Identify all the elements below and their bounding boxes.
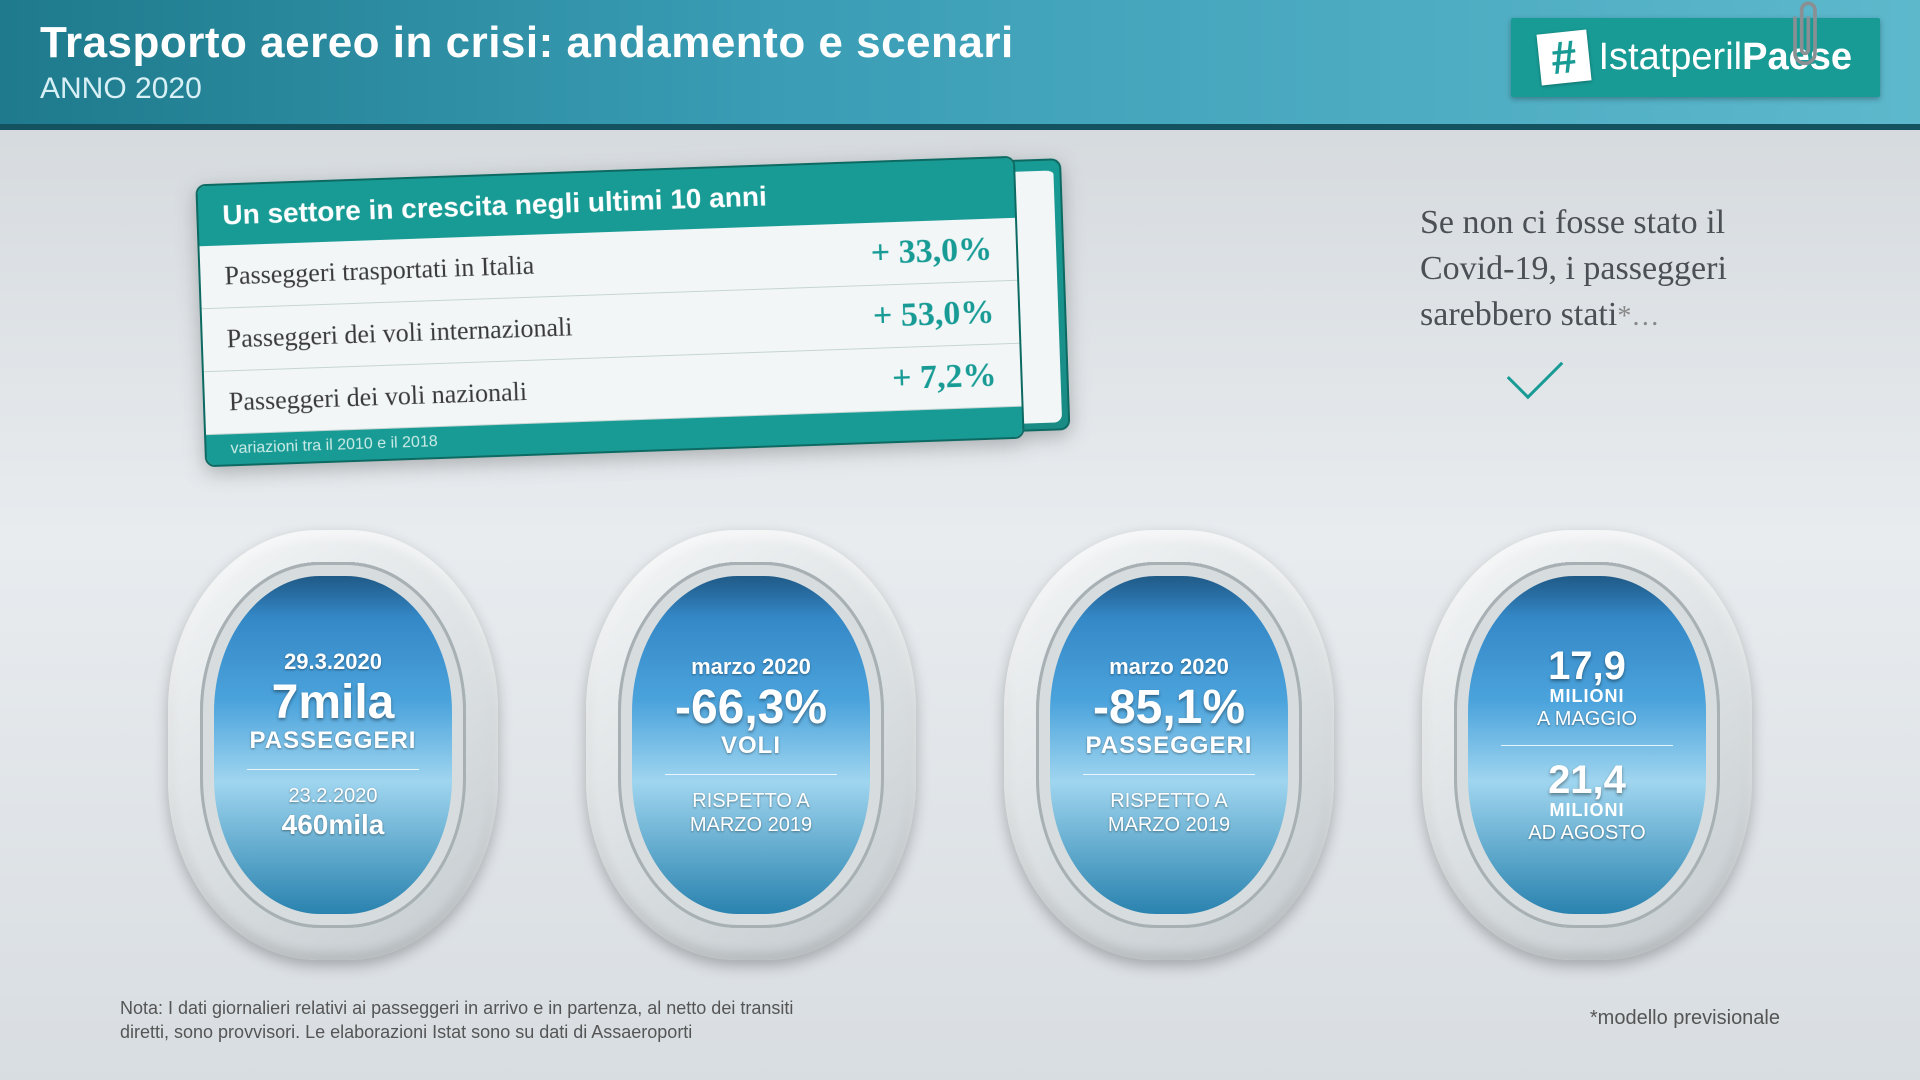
- divider: [247, 769, 418, 770]
- window-compare-text: RISPETTO A MARZO 2019: [1108, 789, 1230, 837]
- window-compare-value: 460mila: [282, 808, 385, 842]
- window-label: PASSEGGERI: [1086, 732, 1253, 760]
- window-label: PASSEGGERI: [250, 727, 417, 755]
- hash-icon: #: [1536, 30, 1591, 86]
- window-date: marzo 2020: [1109, 654, 1229, 680]
- window-big-value: -85,1%: [1093, 684, 1245, 732]
- ticket-row-value: + 33,0%: [870, 231, 993, 273]
- window-label: VOLI: [721, 732, 781, 760]
- ticket-row-label: Passeggeri dei voli internazionali: [226, 312, 573, 354]
- forecast-aug-value: 21,4: [1548, 760, 1626, 800]
- growth-ticket: Un settore in crescita negli ultimi 10 a…: [195, 156, 1024, 467]
- window-passengers-day: 29.3.2020 7mila PASSEGGERI 23.2.2020 460…: [168, 530, 498, 960]
- forecast-may-month: A MAGGIO: [1537, 707, 1637, 731]
- ticket-row-label: Passeggeri dei voli nazionali: [228, 377, 527, 417]
- footnote-model: *modello previsionale: [1590, 1007, 1780, 1030]
- window-compare-text: RISPETTO A MARZO 2019: [690, 789, 812, 837]
- divider: [1501, 745, 1672, 746]
- forecast-aug-month: AD AGOSTO: [1528, 821, 1645, 845]
- chevron-down-icon: [1507, 342, 1564, 399]
- window-passengers: marzo 2020 -85,1% PASSEGGERI RISPETTO A …: [1004, 530, 1334, 960]
- forecast-aug-unit: MILIONI: [1550, 800, 1625, 821]
- window-big-value: -66,3%: [675, 684, 827, 732]
- scenario-text: Se non ci fosse stato il Covid-19, i pas…: [1420, 200, 1760, 386]
- ticket-row-label: Passeggeri trasportati in Italia: [224, 251, 535, 292]
- ticket-row-value: + 7,2%: [891, 357, 997, 399]
- window-date: 29.3.2020: [284, 649, 382, 675]
- hashtag-badge: # IstatperilPaese: [1511, 18, 1880, 97]
- header: Trasporto aereo in crisi: andamento e sc…: [0, 0, 1920, 130]
- scenario-line: Se non ci fosse stato il Covid-19, i pas…: [1420, 204, 1727, 333]
- window-flights: marzo 2020 -66,3% VOLI RISPETTO A MARZO …: [586, 530, 916, 960]
- windows-row: 29.3.2020 7mila PASSEGGERI 23.2.2020 460…: [0, 530, 1920, 960]
- paperclip-icon: [1780, 0, 1830, 80]
- window-date: marzo 2020: [691, 654, 811, 680]
- divider: [665, 774, 836, 775]
- scenario-asterisk: *…: [1617, 301, 1659, 332]
- forecast-may-unit: MILIONI: [1550, 686, 1625, 707]
- divider: [1083, 774, 1254, 775]
- ticket-row-value: + 53,0%: [872, 294, 995, 336]
- window-compare-date: 23.2.2020: [289, 784, 378, 808]
- footnote-source: Nota: I dati giornalieri relativi ai pas…: [120, 997, 820, 1044]
- window-forecast: 17,9 MILIONI A MAGGIO 21,4 MILIONI AD AG…: [1422, 530, 1752, 960]
- window-big-value: 7mila: [272, 679, 395, 727]
- forecast-may-value: 17,9: [1548, 646, 1626, 686]
